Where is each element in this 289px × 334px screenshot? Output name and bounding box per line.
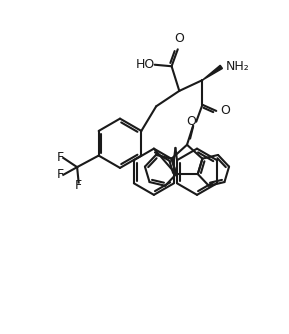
Text: O: O [186,115,196,128]
Text: NH₂: NH₂ [226,60,250,73]
Text: F: F [57,168,64,181]
Text: O: O [174,32,184,45]
Text: HO: HO [136,58,155,71]
Polygon shape [202,65,223,80]
Text: F: F [75,179,82,192]
Text: O: O [220,105,230,118]
Text: F: F [57,151,64,164]
